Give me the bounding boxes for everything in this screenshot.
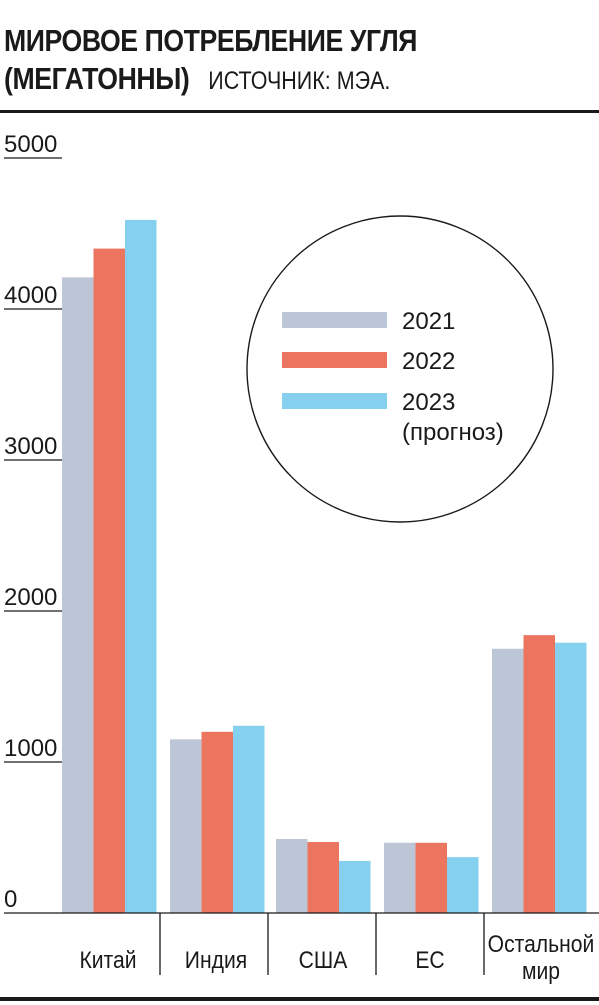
category-label: ЕС bbox=[415, 947, 444, 974]
legend-label: 2022 bbox=[402, 348, 455, 375]
legend-label: 2021 bbox=[402, 308, 455, 335]
legend-swatch-2022 bbox=[282, 352, 387, 368]
bar-2023-3 bbox=[447, 857, 479, 913]
bar-2022-1 bbox=[201, 731, 233, 913]
y-tick-label: 4000 bbox=[4, 282, 57, 309]
bar-2022-0 bbox=[93, 248, 125, 914]
category-label: мир bbox=[522, 958, 560, 985]
legend-swatch-2021 bbox=[282, 312, 387, 328]
y-tick-label: 3000 bbox=[4, 433, 57, 460]
legend-circle bbox=[246, 215, 554, 523]
bar-2023-0 bbox=[125, 219, 157, 913]
category-label: Остальной bbox=[488, 931, 595, 958]
legend-label: (прогноз) bbox=[402, 419, 504, 446]
bar-2023-4 bbox=[555, 642, 587, 913]
y-axis: 0 1000 2000 3000 4000 5000 bbox=[4, 131, 62, 914]
y-tick-label: 1000 bbox=[4, 735, 57, 762]
y-tick-label: 0 bbox=[4, 886, 17, 913]
bar-2022-3 bbox=[415, 842, 447, 913]
bar-2021-0 bbox=[62, 277, 94, 913]
bar-2023-2 bbox=[339, 860, 371, 913]
bar-2022-2 bbox=[307, 842, 339, 913]
legend-swatch-2023 bbox=[282, 393, 387, 409]
source-label: ИСТОЧНИК: МЭА. bbox=[208, 67, 391, 95]
bar-2022-4 bbox=[523, 635, 555, 913]
chart-title-line2: (МЕГАТОННЫ) ИСТОЧНИК: МЭА. bbox=[4, 60, 417, 100]
bar-2021-1 bbox=[170, 739, 202, 913]
legend: 2021 2022 2023 (прогноз) bbox=[246, 215, 554, 523]
chart-title-line1: МИРОВОЕ ПОТРЕБЛЕНИЕ УГЛЯ bbox=[4, 23, 417, 58]
bar-2021-3 bbox=[384, 842, 416, 913]
legend-label: 2023 bbox=[402, 389, 455, 416]
chart-title-unit: (МЕГАТОННЫ) bbox=[4, 61, 190, 96]
y-tick-label: 2000 bbox=[4, 584, 57, 611]
y-tick-label: 5000 bbox=[4, 131, 57, 158]
chart-title: МИРОВОЕ ПОТРЕБЛЕНИЕ УГЛЯ (МЕГАТОННЫ) ИСТО… bbox=[4, 22, 417, 100]
bar-2021-4 bbox=[492, 648, 524, 913]
top-rule bbox=[0, 110, 599, 113]
category-label: Китай bbox=[79, 947, 136, 974]
bar-2021-2 bbox=[276, 839, 308, 913]
category-label: США bbox=[299, 947, 349, 974]
bars bbox=[62, 219, 587, 914]
category-label: Индия bbox=[185, 947, 247, 974]
bar-2023-1 bbox=[233, 725, 265, 913]
bottom-rule bbox=[0, 997, 599, 1001]
